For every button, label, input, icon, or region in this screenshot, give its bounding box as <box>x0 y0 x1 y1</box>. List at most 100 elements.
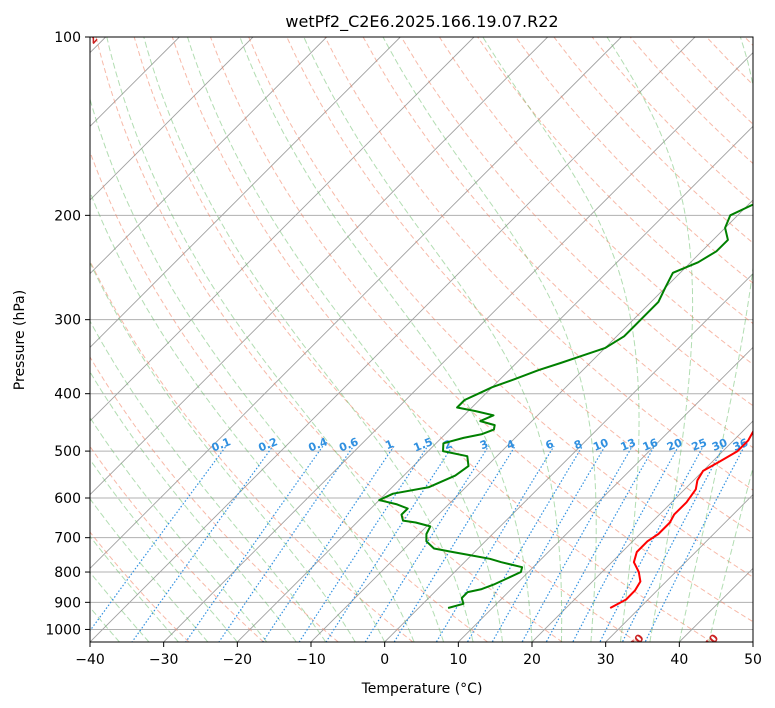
mixing-ratio-line <box>545 445 656 642</box>
isobar-gridlines <box>90 37 753 630</box>
temperature-profile-line <box>609 429 753 609</box>
y-tick-label: 100 <box>54 30 81 46</box>
isotherm-line <box>90 37 475 422</box>
dry-adiabat-line <box>171 37 712 642</box>
mixing-ratio-line <box>90 445 227 632</box>
mixing-ratio-line <box>435 445 555 642</box>
y-tick-label: 600 <box>54 491 81 507</box>
mixing-ratio-lines <box>90 445 746 642</box>
chart-title: wetPf2_C2E6.2025.166.19.07.R22 <box>285 12 558 32</box>
mixing-ratio-line <box>491 445 606 642</box>
mixing-ratio-label: 10 <box>591 436 610 454</box>
isotherm-line <box>90 37 622 569</box>
moist-adiabat-line <box>678 37 753 642</box>
moist-adiabat-line <box>90 190 386 642</box>
y-tick-label: 200 <box>54 208 81 224</box>
x-tick-label: 20 <box>523 652 541 668</box>
mixing-ratio-label: 0.2 <box>256 435 279 454</box>
isotherm-gridlines <box>90 37 753 642</box>
moist-adiabat-line <box>606 37 694 642</box>
isotherm-line <box>752 641 753 642</box>
plot-frame <box>89 36 754 643</box>
dry-adiabat-label: 30 <box>627 631 647 651</box>
moist-adiabat-line <box>239 37 533 642</box>
mixing-ratio-label: 1.5 <box>412 435 435 454</box>
dry-adiabat-line <box>400 37 753 407</box>
dry-adiabat-line <box>438 37 753 366</box>
mixing-ratio-line <box>644 445 746 642</box>
mixing-ratio-label: 36 <box>731 436 750 454</box>
mixing-ratio-line <box>466 445 584 642</box>
mixing-ratio-label: 8 <box>572 437 584 452</box>
mixing-ratio-label: 25 <box>690 436 709 454</box>
mixing-ratio-label: 0.6 <box>337 435 360 454</box>
dry-adiabat-line <box>248 37 753 578</box>
x-tick-label: 10 <box>449 652 467 668</box>
isotherm-line <box>90 37 254 201</box>
moist-adiabat-line <box>90 97 415 642</box>
dry-adiabat-line <box>90 445 264 642</box>
x-tick-label: −20 <box>223 652 253 668</box>
mixing-ratio-label: 0.1 <box>210 435 233 454</box>
sounding-profiles <box>378 203 753 609</box>
y-axis-label: Pressure (hPa) <box>12 290 28 390</box>
dry-adiabat-line <box>90 356 339 642</box>
dry-adiabat-line <box>744 37 753 47</box>
dry-adiabat-line <box>668 37 753 125</box>
moist-adiabat-line <box>482 37 640 642</box>
x-tick-label: 0 <box>380 652 389 668</box>
mixing-ratio-label: 4 <box>505 437 517 452</box>
x-tick-label: 40 <box>670 652 688 668</box>
mixing-ratio-label: 1 <box>383 437 395 452</box>
x-tick-label: −40 <box>75 652 105 668</box>
dry-adiabat-line <box>90 150 488 642</box>
moist-adiabats <box>90 37 753 642</box>
moist-adiabat-line <box>106 37 445 642</box>
dry-adiabat-line <box>706 37 753 86</box>
moist-adiabat-line <box>382 37 597 642</box>
dry-adiabats <box>90 37 753 642</box>
y-tick-label: 300 <box>54 313 81 329</box>
isotherm-line <box>679 567 753 642</box>
mixing-ratio-line <box>599 445 704 642</box>
mixing-ratio-line <box>364 445 490 642</box>
isotherm-line <box>163 52 753 642</box>
moist-adiabat-line <box>90 535 179 642</box>
moist-adiabat-line <box>90 458 238 642</box>
isotherm-line <box>384 273 753 642</box>
mixing-ratio-label: 3 <box>478 437 490 452</box>
moist-adiabat-line <box>90 416 268 642</box>
mixing-ratio-label: 6 <box>544 437 556 452</box>
mixing-ratio-line <box>393 445 516 642</box>
dry-adiabat-line <box>95 37 563 642</box>
dry-adiabat-line <box>362 37 753 449</box>
isotherm-line <box>605 494 753 642</box>
moist-adiabat-line <box>90 261 356 642</box>
isotherm-line <box>90 37 548 496</box>
x-tick-label: −30 <box>149 652 179 668</box>
mixing-ratio-label: 13 <box>619 436 638 454</box>
moist-adiabat-line <box>187 37 503 642</box>
moist-adiabat-line <box>143 37 474 642</box>
mixing-ratio-label: 30 <box>710 436 729 454</box>
mixing-ratio-line <box>325 445 454 642</box>
y-tick-label: 1000 <box>45 622 81 638</box>
isotherm-line <box>90 37 696 642</box>
dry-adiabat-line <box>90 259 414 642</box>
mixing-ratio-line <box>218 445 355 642</box>
mixing-ratio-line <box>621 445 725 642</box>
plot-area: 0.10.20.40.611.52346810131620253036-100-… <box>86 26 753 651</box>
mixing-ratio-line <box>185 445 324 642</box>
y-tick-label: 700 <box>54 531 81 547</box>
x-axis-label: Temperature (°C) <box>361 681 483 697</box>
mixing-ratio-label: 16 <box>641 436 660 454</box>
mixing-ratio-line <box>521 445 634 642</box>
dry-adiabat-label: 20 <box>86 26 106 46</box>
x-axis-ticks: −40 −30 −20 −10 0 10 20 30 40 50 <box>75 642 762 668</box>
dry-adiabat-line <box>90 531 190 642</box>
mixing-ratio-line <box>131 445 274 642</box>
reference-line-labels: 0.10.20.40.611.52346810131620253036-100-… <box>86 26 750 651</box>
dry-adiabat-label: 40 <box>701 631 721 651</box>
moist-adiabat-line <box>303 37 563 642</box>
mixing-ratio-label: 20 <box>665 436 684 454</box>
